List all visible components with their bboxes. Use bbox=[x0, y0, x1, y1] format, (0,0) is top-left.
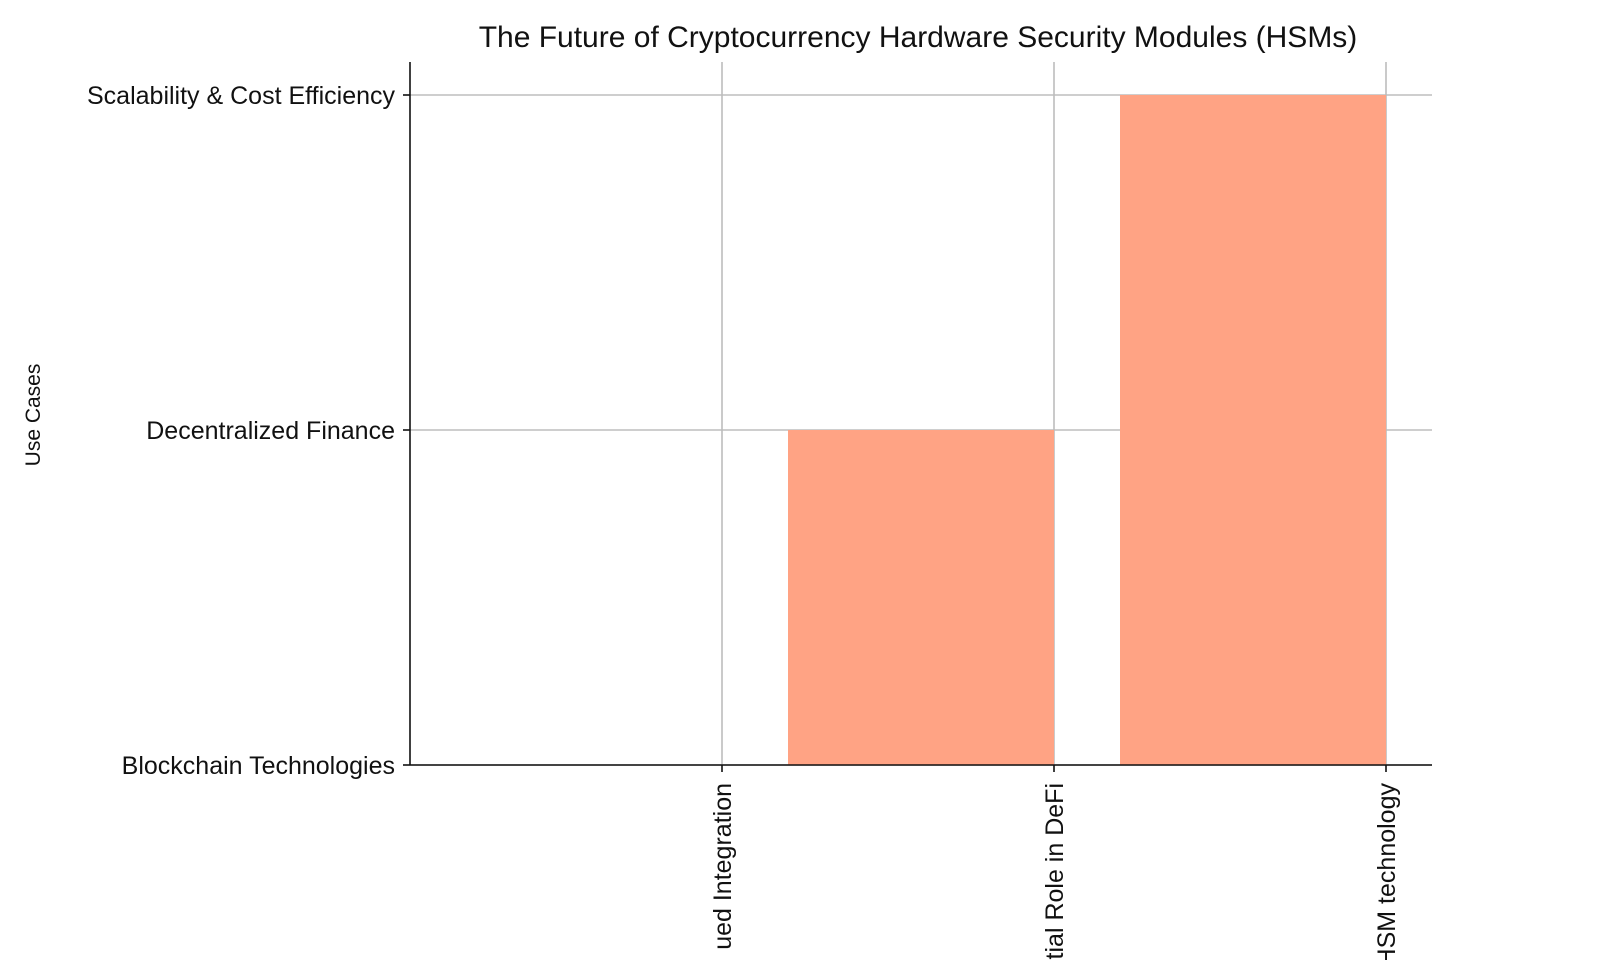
x-tick-label: ued Integration bbox=[709, 783, 737, 950]
x-tick-label: tial Role in DeFi bbox=[1041, 783, 1069, 959]
y-axis-label: Use Cases bbox=[22, 364, 45, 467]
x-tick-label: HSM technology bbox=[1373, 783, 1401, 960]
bar bbox=[1120, 95, 1386, 765]
bar bbox=[788, 430, 1054, 765]
chart-title: The Future of Cryptocurrency Hardware Se… bbox=[479, 21, 1358, 54]
labels: Blockchain Technologies Decentralized Fin… bbox=[87, 82, 1401, 960]
y-tick-label: Decentralized Finance bbox=[146, 417, 395, 445]
y-tick-label: Blockchain Technologies bbox=[122, 752, 395, 780]
bars bbox=[788, 95, 1386, 765]
axes bbox=[403, 62, 1432, 772]
y-tick-label: Scalability & Cost Efficiency bbox=[87, 82, 395, 110]
